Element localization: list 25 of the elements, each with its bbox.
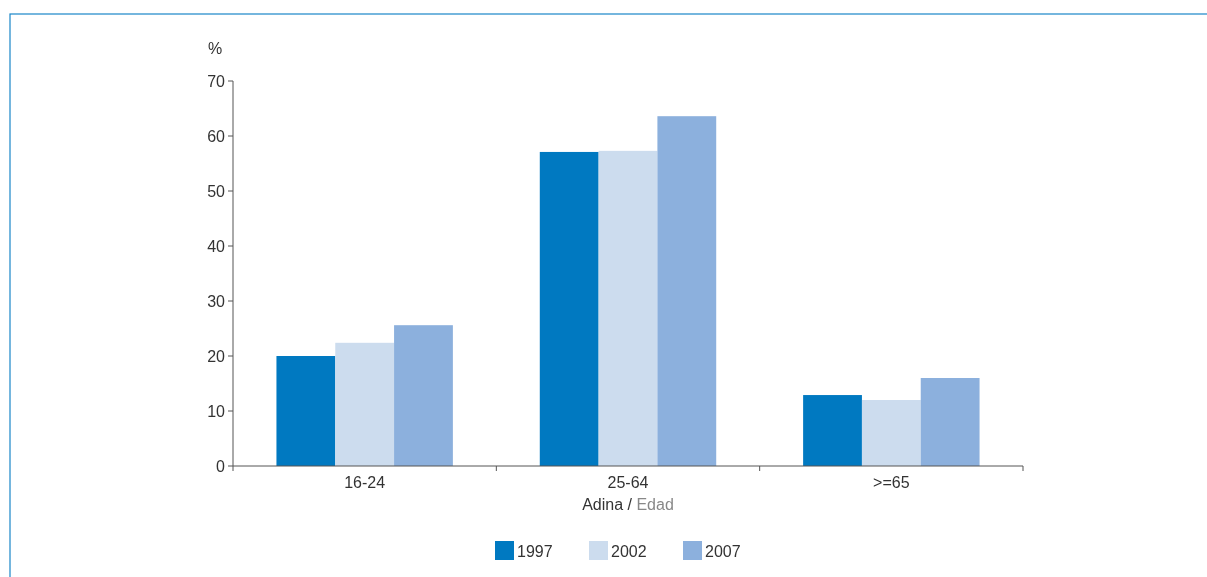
x-tick-label: 25-64	[607, 474, 649, 491]
bar	[276, 356, 336, 466]
bar	[335, 342, 395, 466]
y-tick-label: 40	[207, 237, 226, 255]
legend-label: 2007	[705, 542, 741, 560]
bar	[657, 116, 717, 466]
legend-label: 1997	[517, 542, 553, 560]
y-tick-label: 30	[207, 292, 226, 310]
x-axis-title: Adina / Edad	[582, 496, 674, 513]
y-tick-label: 70	[207, 72, 226, 90]
y-tick-label: 60	[207, 127, 226, 145]
y-tick-label: 50	[207, 182, 226, 200]
y-tick-label: 20	[207, 347, 226, 365]
bar	[539, 151, 599, 466]
x-tick-label: 16-24	[344, 474, 386, 491]
y-tick-label: 10	[207, 402, 226, 420]
legend-label: 2002	[611, 542, 647, 560]
y-axis-title: %	[207, 40, 223, 57]
bar	[920, 378, 980, 466]
bar	[598, 150, 658, 466]
bar	[394, 325, 453, 466]
bar	[861, 400, 921, 466]
x-tick-label: >=65	[873, 474, 910, 491]
bar	[803, 395, 862, 466]
y-tick-label: 0	[216, 457, 226, 475]
